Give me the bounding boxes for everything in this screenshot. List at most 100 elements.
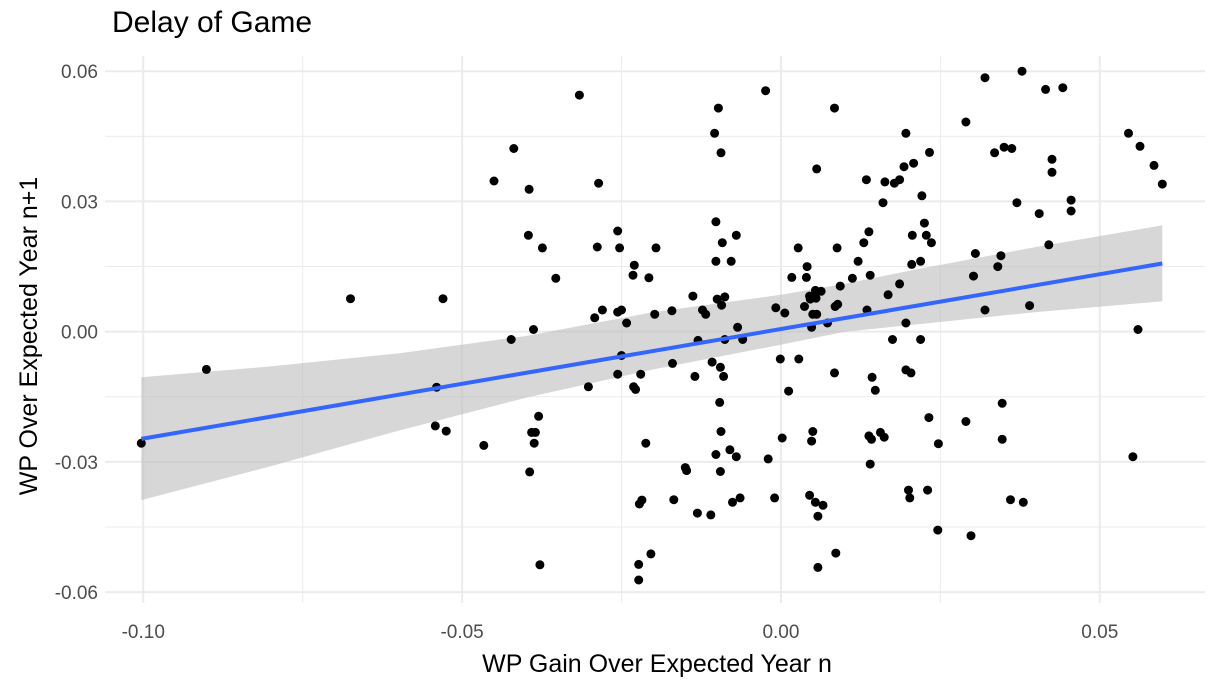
data-point [1128,452,1138,462]
data-point [717,238,727,248]
data-point [613,226,623,236]
data-point [832,243,842,253]
y-tick-label: 0.03 [61,192,98,213]
data-point [537,243,547,253]
y-tick-label: 0.06 [61,62,98,83]
data-point [818,500,828,510]
data-point [711,256,721,266]
data-point [726,256,736,266]
data-point [853,256,863,266]
y-axis-ticks: -0.06 -0.03 0.00 0.03 0.06 [55,62,98,604]
data-point [641,438,651,448]
data-point [710,128,720,138]
data-point [713,103,723,113]
data-point [733,322,743,332]
data-point [715,467,725,476]
data-point [534,411,544,421]
data-point [761,86,771,96]
data-point [667,306,677,316]
data-point [711,217,721,227]
data-point [847,273,857,283]
data-point [590,313,600,323]
regression-line [141,261,1163,441]
data-point [1047,167,1057,177]
data-point [628,270,638,280]
data-point [879,432,889,442]
data-point [916,256,926,266]
data-point [770,493,780,503]
data-point [812,309,822,319]
data-point [997,398,1007,408]
data-point [711,450,721,459]
y-tick-label: -0.03 [55,453,98,474]
data-point [634,499,644,509]
data-point [438,294,448,304]
data-point [775,354,785,364]
data-point [669,495,679,505]
data-point [728,497,737,507]
data-point [479,440,489,450]
data-point [878,198,888,208]
data-point [901,128,911,138]
data-point [1017,66,1027,76]
data-point [805,490,815,500]
data-point [524,184,534,194]
data-point [980,73,990,83]
data-point [430,421,440,431]
data-point [787,272,797,282]
data-point [888,335,897,344]
data-point [880,177,890,187]
data-point [651,243,661,253]
data-point [905,493,915,503]
data-point [865,270,875,280]
data-point [646,549,656,559]
data-point [865,459,875,469]
data-point [731,230,741,240]
data-point [574,90,584,100]
data-point [136,438,146,448]
data-point [919,218,929,228]
data-point [644,273,654,283]
data-point [1006,495,1015,505]
data-point [615,243,625,253]
y-axis-title: WP Over Expected Year n+1 [15,177,43,495]
data-point [883,290,893,300]
chart-title: Delay of Game [112,6,313,39]
data-point [668,358,677,368]
data-point [966,531,976,541]
data-point [525,467,535,477]
data-point [907,230,917,240]
data-point [529,438,539,448]
data-point [901,318,911,328]
confidence-band [141,225,1163,501]
data-point [895,279,905,289]
data-point [715,397,725,407]
data-point [701,309,711,319]
data-point [688,291,698,301]
data-point [1133,325,1143,334]
data-point [867,372,877,382]
data-point [715,362,725,372]
x-tick-label: -0.05 [440,622,483,643]
data-point [735,493,745,503]
x-axis-ticks: -0.10 -0.05 0.00 0.05 [122,622,1119,643]
data-point [1058,83,1068,93]
data-point [551,273,561,283]
data-point [529,325,538,334]
data-point [1041,84,1051,94]
data-point [916,335,926,344]
data-point [811,293,821,303]
data-point [489,176,499,186]
data-point [613,369,623,379]
data-point [617,305,626,315]
data-point [592,242,602,252]
data-point [597,305,607,315]
data-point [535,560,545,570]
x-tick-label: -0.10 [122,622,165,643]
data-point [870,385,880,395]
data-point [980,305,990,315]
data-point [716,427,726,436]
data-point [717,300,727,310]
data-point [990,148,1000,158]
data-point [1047,154,1057,164]
